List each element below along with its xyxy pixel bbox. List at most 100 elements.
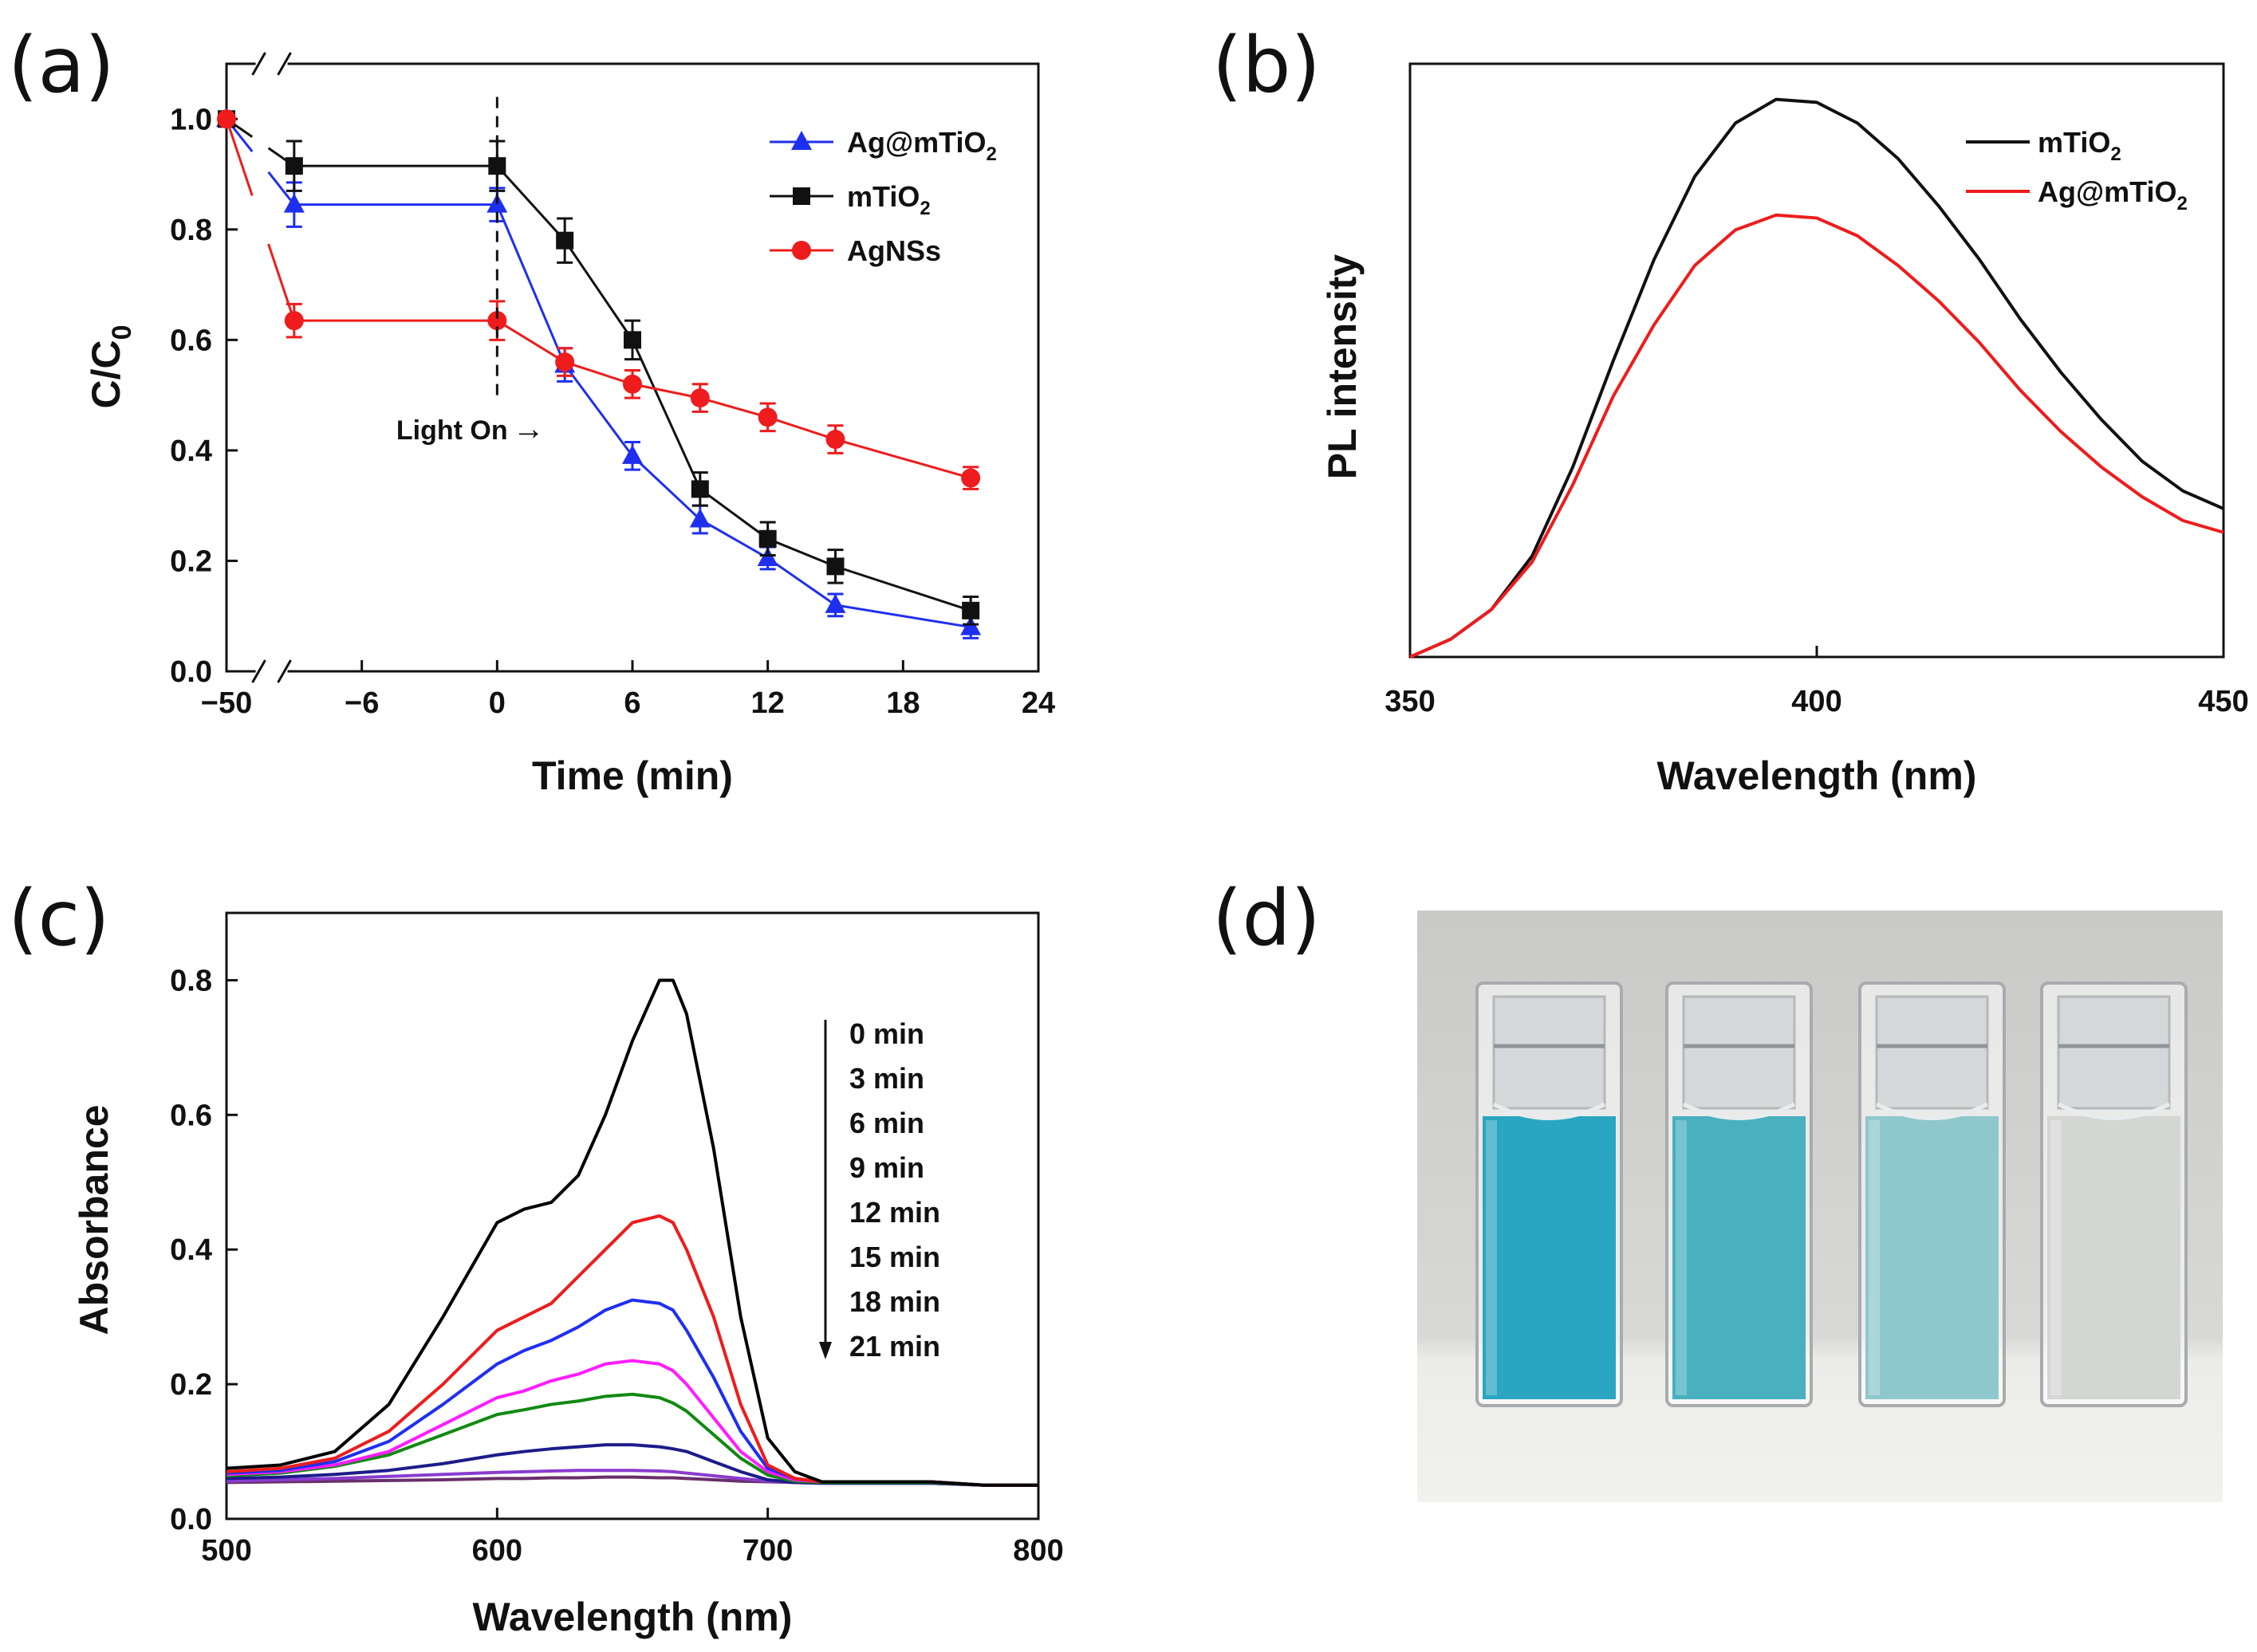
- b-legend-label: mTiO2: [2038, 126, 2121, 165]
- cuvette-headspace: [2057, 995, 2171, 1110]
- a-line-seg: [225, 118, 254, 196]
- panel-label-b: (b): [1212, 21, 1321, 110]
- a-xtick-label: −6: [345, 686, 379, 720]
- cuvette: [1665, 981, 1813, 1407]
- a-point: [825, 593, 846, 613]
- cuvette-highlight: [1486, 1120, 1497, 1395]
- cuvette-solution: [1865, 1116, 1999, 1399]
- a-series-2: [217, 109, 981, 490]
- cuvette-photo: [1417, 911, 2223, 1502]
- axis-break-mark: [277, 659, 292, 683]
- chart-a-xlabel: Time (min): [532, 753, 733, 798]
- cuvette-meniscus: [1875, 1102, 1989, 1120]
- c-ytick-label: 0.8: [170, 964, 212, 997]
- cuvette-meniscus: [1682, 1102, 1796, 1120]
- axis-break-gap: [255, 667, 288, 676]
- panel-label-d: (d): [1212, 874, 1321, 963]
- c-line-3: [226, 1359, 1038, 1487]
- axis-break-gap: [255, 59, 288, 69]
- a-point: [623, 374, 642, 394]
- cuvette: [1858, 981, 2006, 1407]
- cuvette-meniscus: [1492, 1102, 1606, 1120]
- a-point: [622, 444, 643, 464]
- cuvette-highlight: [1676, 1120, 1687, 1395]
- cuvette-highlight: [2050, 1120, 2062, 1395]
- a-point: [758, 529, 777, 548]
- a-ytick-label: 1.0: [170, 103, 212, 136]
- a-point: [217, 109, 236, 129]
- a-legend-label: Ag@mTiO2: [847, 126, 997, 165]
- a-point: [283, 193, 305, 213]
- a-ytick-label: 0.6: [170, 324, 212, 357]
- a-series-0: [216, 108, 982, 639]
- c-xtick-label: 700: [742, 1534, 793, 1567]
- light-on-arrow: →: [513, 411, 545, 446]
- b-legend-label: Ag@mTiO2: [2038, 175, 2188, 214]
- cuvette-headspace: [1492, 995, 1606, 1110]
- a-legend-label: mTiO2: [847, 180, 931, 219]
- a-point: [826, 557, 845, 576]
- a-xtick-label: 0: [489, 686, 506, 720]
- a-point: [487, 311, 507, 331]
- cuvette: [1475, 981, 1623, 1407]
- a-point: [488, 157, 506, 175]
- chart-c-legend: 0 min 3 min 6 min 9 min 12 min 15 min 18 min 21…: [819, 1017, 940, 1363]
- chart-a-ylabel: C/C0: [84, 324, 137, 408]
- a-xtick-label: 6: [624, 686, 640, 720]
- b-xtick-label: 450: [2198, 685, 2248, 718]
- cuvette-headspace: [1875, 995, 1989, 1110]
- c-xtick-label: 800: [1013, 1534, 1063, 1567]
- cuvette-solution: [1672, 1116, 1806, 1399]
- a-ytick-label: 0.0: [170, 655, 212, 689]
- c-legend-label: 12 min: [849, 1196, 940, 1229]
- a-xtick-label: 12: [751, 686, 785, 720]
- chart-b-ylabel: PL intensity: [1320, 254, 1365, 480]
- b-line-0: [1409, 97, 2224, 659]
- chart-b-xlabel: Wavelength (nm): [1657, 753, 1977, 798]
- cuvette-solution: [2047, 1116, 2180, 1399]
- c-legend-label: 18 min: [849, 1285, 940, 1318]
- c-legend-label: 9 min: [849, 1151, 924, 1184]
- c-line-2: [226, 1298, 1038, 1487]
- c-ytick-label: 0.0: [170, 1503, 212, 1536]
- chart-c-frame: [225, 911, 1040, 1520]
- a-point: [689, 508, 711, 528]
- a-legend-marker: [792, 241, 811, 260]
- chart-c: 500 600 700 800 0.0 0.2 0.4 0.6 0.8 Wavelength (…: [72, 911, 1064, 1639]
- axis-break-mark: [277, 52, 292, 76]
- cuvette-solution: [1483, 1116, 1616, 1399]
- chart-a: −50 −6 0 6 12 18 24 0.0 0.2 0.4 0.6 0.8 1.0 Light On…: [84, 52, 1055, 798]
- a-ytick-label: 0.8: [170, 214, 212, 247]
- a-line-seg: [267, 243, 296, 321]
- chart-c-ylabel: Absorbance: [72, 1105, 116, 1335]
- light-on-label: Light On: [396, 415, 508, 446]
- cuvette-highlight: [1869, 1120, 1880, 1395]
- a-point: [961, 468, 981, 488]
- c-xtick-label: 500: [201, 1534, 251, 1567]
- a-xtick-label: −50: [201, 686, 252, 720]
- a-xtick-label: 24: [1022, 686, 1055, 720]
- cuvette: [2040, 981, 2188, 1407]
- c-legend-label: 15 min: [849, 1241, 940, 1273]
- c-legend-label: 3 min: [849, 1062, 924, 1095]
- a-point: [758, 407, 778, 427]
- a-point: [555, 352, 575, 372]
- panel-label-a: (a): [8, 21, 115, 110]
- b-xtick-label: 350: [1385, 685, 1435, 718]
- a-line: [293, 319, 971, 479]
- a-series-1: [218, 110, 980, 626]
- a-xtick-label: 18: [886, 686, 920, 720]
- chart-b: 350 400 450 Wavelength (nm) PL intensity m…: [1320, 62, 2249, 798]
- a-line-seg: [267, 171, 296, 206]
- axis-break-mark: [251, 659, 266, 683]
- cuvette-headspace: [1682, 995, 1796, 1110]
- a-point: [962, 601, 980, 620]
- a-ytick-label: 0.2: [170, 545, 212, 578]
- c-ytick-label: 0.6: [170, 1099, 212, 1132]
- c-legend-label: 6 min: [849, 1107, 924, 1139]
- b-line-1: [1409, 213, 2224, 659]
- a-legend-label: AgNSs: [847, 234, 941, 267]
- a-line: [293, 164, 971, 612]
- a-point: [691, 480, 709, 498]
